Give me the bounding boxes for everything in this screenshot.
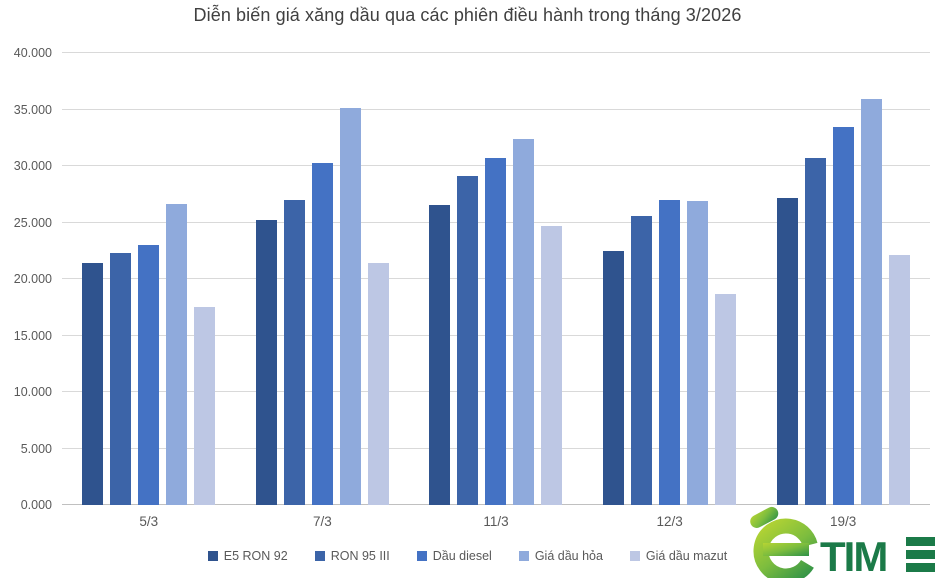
- bar-giá-dầu-hỏa-5/3: [166, 204, 188, 505]
- bar-groups: [62, 53, 930, 505]
- legend-label: RON 95 III: [330, 549, 390, 563]
- bar-group-19/3: [756, 53, 930, 505]
- bar-group-7/3: [236, 53, 410, 505]
- legend-marker-icon: [629, 551, 640, 561]
- bar-ron-95-iii-12/3: [631, 216, 653, 505]
- legend-label: Dầu diesel: [432, 549, 492, 563]
- bar-giá-dầu-hỏa-11/3: [513, 138, 535, 505]
- bar-e5-ron-92-19/3: [776, 197, 798, 505]
- x-axis: 5/3 7/3 11/3 12/3 19/3: [62, 506, 930, 529]
- bar-ron-95-iii-11/3: [457, 176, 479, 505]
- bar-e5-ron-92-11/3: [429, 205, 451, 505]
- legend-marker-icon: [416, 551, 427, 561]
- y-tick-label: 30.000: [13, 159, 52, 173]
- legend-marker-icon: [518, 551, 529, 561]
- logo-e-icon: [750, 506, 819, 578]
- bar-giá-dầu-mazut-12/3: [715, 294, 737, 505]
- chart-title: Diễn biến giá xăng dầu qua các phiên điề…: [193, 5, 742, 25]
- legend-item-dầu-diesel: Dầu diesel: [416, 549, 492, 563]
- legend-item-giá-dầu-mazut: Giá dầu mazut: [629, 549, 728, 563]
- bar-giá-dầu-hỏa-12/3: [687, 201, 709, 505]
- plot-area: [62, 52, 930, 505]
- bar-giá-dầu-hỏa-19/3: [860, 99, 882, 505]
- bar-e5-ron-92-7/3: [255, 220, 277, 505]
- x-tick-label-7/3: 7/3: [313, 514, 332, 529]
- bar-group-12/3: [583, 53, 757, 505]
- bar-group-11/3: [409, 53, 583, 505]
- legend-label: E5 RON 92: [223, 549, 288, 563]
- bar-giá-dầu-hỏa-7/3: [339, 108, 361, 505]
- bar-group-5/3: [62, 53, 236, 505]
- y-tick-label: 15.000: [13, 328, 52, 343]
- y-tick-label: 35.000: [13, 102, 52, 117]
- bar-ron-95-iii-5/3: [110, 253, 132, 505]
- y-tick-label: 20.000: [13, 272, 52, 286]
- x-tick-label-19/3: 19/3: [830, 514, 857, 529]
- gridline: [62, 108, 930, 110]
- y-tick-label: 0.000: [20, 498, 52, 512]
- y-tick-label: 25.000: [13, 215, 52, 230]
- bar-e5-ron-92-5/3: [82, 263, 104, 505]
- bar-dầu-diesel-11/3: [485, 158, 507, 505]
- bar-giá-dầu-mazut-19/3: [888, 255, 910, 505]
- x-tick-label-11/3: 11/3: [483, 514, 509, 529]
- bar-dầu-diesel-5/3: [138, 244, 160, 505]
- gridline: [62, 52, 930, 53]
- bar-dầu-diesel-7/3: [311, 162, 333, 505]
- bar-dầu-diesel-19/3: [832, 127, 854, 505]
- x-tick-label-5/3: 5/3: [139, 514, 159, 529]
- legend-label: Giá dầu hỏa: [534, 549, 603, 563]
- y-tick-label: 10.000: [13, 385, 52, 399]
- x-tick-label-12/3: 12/3: [656, 514, 683, 529]
- bar-ron-95-iii-7/3: [283, 199, 305, 505]
- bar-giá-dầu-mazut-11/3: [541, 225, 563, 505]
- logo-time-text: TIM: [820, 533, 935, 578]
- y-tick-label: 5.000: [20, 441, 52, 456]
- logo-time-label: TIM: [820, 533, 886, 578]
- bar-dầu-diesel-12/3: [659, 199, 681, 505]
- legend-marker-icon: [314, 551, 325, 561]
- bar-giá-dầu-mazut-5/3: [194, 307, 216, 505]
- etime-logo: TIM: [750, 506, 935, 578]
- legend-item-e5-ron-92: E5 RON 92: [207, 549, 288, 563]
- y-axis: 0.000 5.000 10.000 15.000 20.000 25.000 30.000…: [0, 46, 54, 512]
- legend-label: Giá dầu mazut: [645, 549, 728, 563]
- legend-item-ron-95-iii: RON 95 III: [314, 549, 390, 563]
- bar-e5-ron-92-12/3: [603, 250, 625, 505]
- bar-ron-95-iii-19/3: [804, 158, 826, 505]
- legend-item-giá-dầu-hỏa: Giá dầu hỏa: [518, 549, 603, 563]
- y-tick-label: 40.000: [13, 46, 52, 60]
- legend-marker-icon: [207, 551, 218, 561]
- legend: E5 RON 92 RON 95 III Dầu diesel Giá dầu hỏa…: [0, 549, 935, 563]
- bar-giá-dầu-mazut-7/3: [367, 263, 389, 505]
